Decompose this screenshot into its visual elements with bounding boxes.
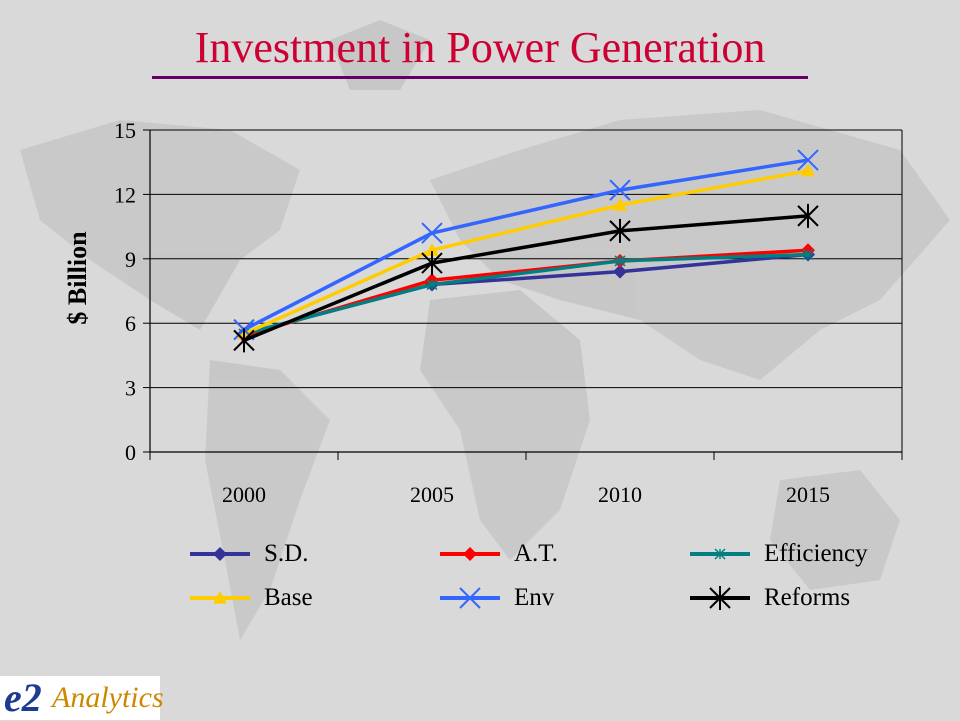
y-tick-label: 6 xyxy=(125,311,136,336)
series-line xyxy=(243,252,809,336)
marker-triangle xyxy=(213,591,227,604)
e2-analytics-logo: e2 Analytics xyxy=(0,675,164,720)
series-env xyxy=(233,149,819,341)
marker-asterisk xyxy=(609,218,631,243)
x-tick-label: 2015 xyxy=(786,482,830,507)
title-underline xyxy=(152,76,808,79)
marker-star xyxy=(714,548,726,560)
marker-x xyxy=(459,587,481,609)
marker-star xyxy=(614,255,626,267)
series-reforms xyxy=(233,203,819,353)
legend-swatch xyxy=(690,586,750,610)
marker-triangle xyxy=(613,198,627,211)
series-line xyxy=(243,252,809,336)
marker-x xyxy=(609,179,631,201)
marker-asterisk xyxy=(233,328,255,353)
legend-swatch xyxy=(440,547,500,561)
marker-asterisk xyxy=(421,251,443,276)
marker-asterisk xyxy=(797,203,819,228)
legend-label: Env xyxy=(514,584,555,611)
y-tick-label: 15 xyxy=(114,118,136,143)
axes xyxy=(149,130,903,460)
x-tick-label: 2000 xyxy=(222,482,266,507)
legend-swatch xyxy=(690,548,750,560)
marker-triangle xyxy=(425,243,439,256)
y-axis-label: $ Billion xyxy=(63,231,92,325)
legend-item: Efficiency xyxy=(690,538,900,570)
y-tick-label: 12 xyxy=(114,182,136,207)
x-tick-label: 2005 xyxy=(410,482,454,507)
legend-item: Base xyxy=(190,582,400,614)
marker-x xyxy=(421,222,443,244)
marker-diamond xyxy=(213,547,227,561)
legend-label: Reforms xyxy=(764,584,851,611)
logo-text: Analytics xyxy=(52,681,164,714)
y-tick-label: 3 xyxy=(125,376,136,401)
legend-swatch xyxy=(190,547,250,561)
x-tick-labels: 2000 2005 2010 2015 xyxy=(222,482,830,507)
legend-swatch xyxy=(190,591,250,604)
y-tick-label: 0 xyxy=(125,440,136,465)
series-line xyxy=(243,214,809,342)
series-line xyxy=(243,169,809,336)
slide-title: Investment in Power Generation xyxy=(194,23,766,72)
y-tick-labels: 0 3 6 9 12 15 xyxy=(114,118,136,465)
marker-triangle xyxy=(801,163,815,177)
series-line xyxy=(243,158,809,332)
legend-label: Efficiency xyxy=(764,540,868,567)
legend-label: S.D. xyxy=(264,540,309,567)
logo-mark: e2 xyxy=(4,675,42,720)
legend-label: A.T. xyxy=(514,540,558,567)
marker-diamond xyxy=(463,547,477,561)
gridlines xyxy=(143,129,902,453)
marker-star xyxy=(426,279,438,291)
legend-label: Base xyxy=(264,584,313,611)
legend-swatch xyxy=(440,587,500,609)
marker-asterisk xyxy=(709,586,731,610)
legend-item: A.T. xyxy=(440,538,650,570)
marker-star xyxy=(802,248,814,261)
legend-item: Reforms xyxy=(690,582,900,614)
legend-item: Env xyxy=(440,582,650,614)
legend-item: S.D. xyxy=(190,538,400,570)
y-tick-label: 9 xyxy=(125,247,136,272)
marker-diamond xyxy=(613,264,627,279)
series-s-d xyxy=(237,247,815,341)
series-lines xyxy=(233,149,819,353)
x-tick-label: 2010 xyxy=(598,482,642,507)
marker-x xyxy=(797,149,819,171)
